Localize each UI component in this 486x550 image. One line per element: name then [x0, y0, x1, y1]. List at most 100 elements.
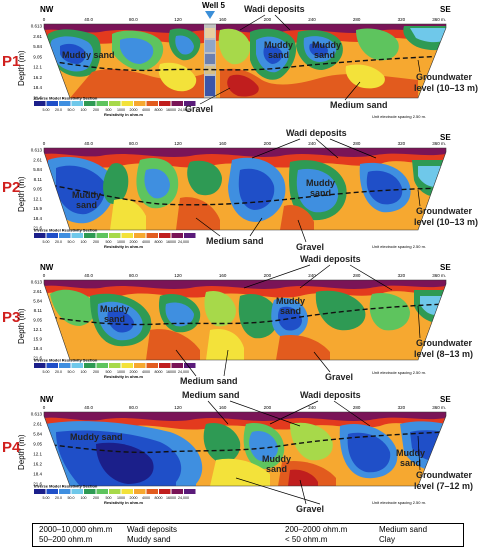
panel-p2: P2 Depth (m) SE 0 40.0 80.0 120 160 200 240 280… — [2, 128, 478, 252]
x-tick-label: 120 — [174, 141, 182, 146]
colorbar-value: 8000 — [155, 108, 163, 112]
colorbar-swatch — [71, 101, 83, 106]
colorbar-swatch — [159, 101, 171, 106]
x-ticks-p2: 0 40.0 80.0 120 160 200 240 280 320 360 m. — [43, 141, 446, 146]
x-ticks-p4: 0 40.0 80.0 120 160 200 240 280 320 360 m. — [43, 405, 446, 410]
label-muddy-sand-p2b: sand — [76, 200, 97, 210]
colorbar-value: 500 — [106, 240, 112, 244]
colorbar-value: 5.00 — [43, 370, 50, 374]
depth-tick-label: 0.613 — [31, 148, 43, 153]
label-medium-sand-p2: Medium sand — [206, 236, 264, 246]
colorbar-p3: Inverse Model Resistivity Section 5.00 20.… — [34, 358, 196, 379]
colorbar-swatch — [34, 489, 46, 494]
colorbar-swatch — [71, 363, 83, 368]
colorbar-swatch — [84, 489, 96, 494]
colorbar-value: 2000 — [130, 370, 138, 374]
colorbar-swatch — [159, 489, 171, 494]
colorbar-value: 5.00 — [43, 240, 50, 244]
x-tick-label: 240 — [308, 405, 316, 410]
depth-axis-label-p3: Depth (m) — [17, 308, 26, 344]
unit-note-p4: Unit electrode spacing 2.50 m. — [372, 500, 426, 505]
label-wadi-p1: Wadi deposits — [244, 4, 305, 14]
colorbar-swatch — [134, 489, 146, 494]
legend-range-medium-sand: 200–2000 ohm.m — [285, 525, 348, 534]
colorbar-swatch — [96, 489, 108, 494]
colorbar-value: 200 — [93, 496, 99, 500]
section-p3 — [44, 280, 446, 360]
x-tick-label: 40.0 — [84, 17, 93, 22]
nw-label-p4: NW — [40, 395, 54, 404]
colorbar-value: 50.0 — [68, 240, 75, 244]
colorbar-value: 200 — [93, 370, 99, 374]
colorbar-swatch — [96, 101, 108, 106]
colorbar-p2: Inverse Model Resistivity Section 5.00 20.… — [34, 228, 196, 249]
label-muddy-sand-p4e: sand — [400, 458, 421, 468]
depth-ticks-p3: 0.613 2.61 5.84 8.11 9.05 12.1 15.9 18.4 21.6 — [31, 280, 43, 361]
section-p1 — [44, 24, 446, 98]
x-tick-label: 40.0 — [84, 405, 93, 410]
x-tick-label: 80.0 — [129, 141, 138, 146]
depth-tick-label: 12.1 — [33, 327, 42, 332]
label-gravel-p4: Gravel — [296, 504, 324, 514]
label-gw-p2a: Groundwater — [416, 206, 473, 216]
colorbar-value: 5.00 — [43, 496, 50, 500]
colorbar-value: 50.0 — [68, 108, 75, 112]
x-tick-label: 160 — [219, 141, 227, 146]
colorbar-swatch — [134, 101, 146, 106]
summary-legend-box: 2000–10,000 ohm.m Wadi deposits 200–2000… — [32, 523, 464, 547]
x-tick-label: 160 — [219, 405, 227, 410]
colorbar-swatch — [96, 363, 108, 368]
label-wadi-p2: Wadi deposits — [286, 128, 347, 138]
depth-tick-label: 18.4 — [33, 346, 42, 351]
x-tick-label: 240 — [308, 141, 316, 146]
colorbar-swatch — [171, 101, 183, 106]
colorbar-value: 500 — [106, 370, 112, 374]
well-arrow-icon — [205, 11, 215, 19]
colorbar-value: 200 — [93, 108, 99, 112]
x-tick-label: 120 — [174, 273, 182, 278]
colorbar-title: Inverse Model Resistivity Section — [34, 358, 98, 363]
colorbar-value: 20.0 — [55, 240, 62, 244]
colorbar-swatch — [46, 101, 58, 106]
colorbar-value: 4000 — [142, 370, 150, 374]
x-tick-label: 200 — [264, 141, 272, 146]
x-tick-label: 120 — [174, 405, 182, 410]
label-muddy-sand-p4c: sand — [266, 464, 287, 474]
depth-tick-label: 9.05 — [33, 442, 42, 447]
depth-tick-label: 9.05 — [33, 54, 42, 59]
label-gravel-p3: Gravel — [325, 372, 353, 382]
x-tick-label: 240 — [308, 17, 316, 22]
colorbar-value: 16000 — [166, 370, 176, 374]
colorbar-swatch — [34, 101, 46, 106]
colorbar-value: 100 — [81, 240, 87, 244]
colorbar-value: 500 — [106, 496, 112, 500]
se-label-p3: SE — [440, 263, 451, 272]
colorbar-value: 200 — [93, 240, 99, 244]
colorbar-value: 16000 — [166, 496, 176, 500]
colorbar-value: 1000 — [117, 108, 125, 112]
colorbar-value: 2000 — [130, 108, 138, 112]
colorbar-swatch — [109, 489, 121, 494]
colorbar-swatch — [146, 233, 158, 238]
colorbar-unit: Resistivity in ohm.m — [104, 500, 143, 505]
label-gw-p1a: Groundwater — [416, 72, 473, 82]
colorbar-value: 100 — [81, 496, 87, 500]
colorbar-swatch — [146, 363, 158, 368]
colorbar-value: 24,000 — [178, 108, 189, 112]
x-tick-label: 280 — [353, 273, 361, 278]
depth-tick-label: 5.84 — [33, 167, 42, 172]
depth-tick-label: 21.6 — [33, 356, 42, 361]
x-tick-label: 280 — [353, 17, 361, 22]
colorbar-value: 1000 — [117, 370, 125, 374]
colorbar-swatch — [159, 363, 171, 368]
depth-tick-label: 2.61 — [33, 289, 42, 294]
x-tick-label: 0 — [43, 141, 46, 146]
colorbar-value: 8000 — [155, 370, 163, 374]
x-tick-label: 80.0 — [129, 405, 138, 410]
label-gw-p4a: Groundwater — [416, 470, 473, 480]
label-gw-p2b: level (10–13 m) — [414, 217, 478, 227]
colorbar-swatch — [46, 363, 58, 368]
label-gw-p3b: level (8–13 m) — [414, 349, 473, 359]
legend-class-medium-sand: Medium sand — [379, 525, 428, 534]
x-tick-label: 0 — [43, 405, 46, 410]
